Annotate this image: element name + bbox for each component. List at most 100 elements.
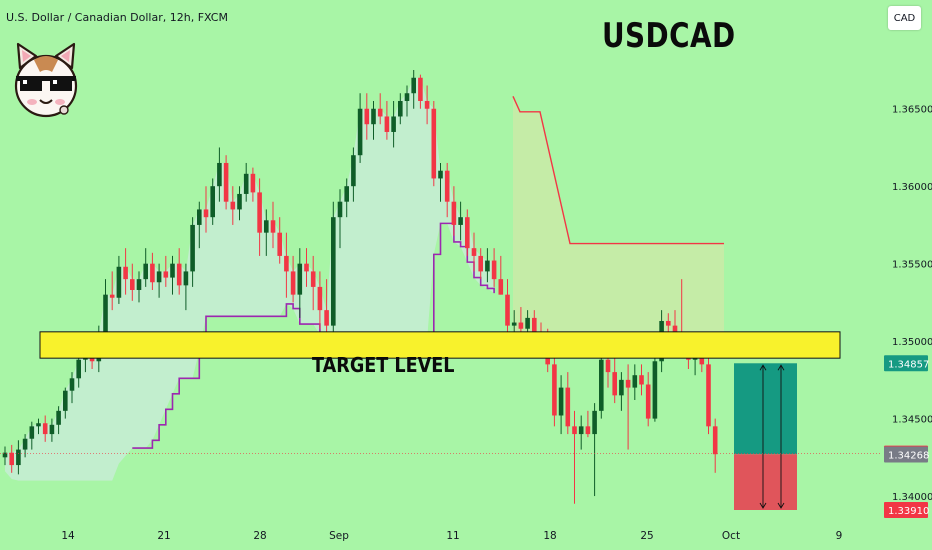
resistance-cloud [513, 96, 724, 334]
candle [176, 263, 182, 286]
candle [297, 263, 303, 295]
candle [56, 410, 61, 425]
candle [592, 410, 597, 435]
x-tick-label: 28 [253, 530, 266, 542]
candle [36, 423, 41, 427]
candle [625, 379, 631, 388]
candle [418, 77, 423, 101]
candle [605, 359, 611, 373]
candle [458, 217, 463, 225]
candle [49, 424, 55, 435]
candle [565, 387, 571, 427]
candle [22, 438, 28, 450]
candle [109, 294, 115, 298]
candle [498, 279, 504, 295]
candle [357, 108, 363, 156]
candle [511, 322, 517, 326]
candle [237, 193, 242, 210]
candle [317, 286, 323, 311]
candle [257, 192, 262, 233]
candle [411, 77, 416, 94]
candle [324, 310, 329, 326]
candle [438, 170, 443, 179]
arrow-up-icon [777, 364, 785, 371]
candle [518, 322, 524, 329]
candle [197, 209, 202, 225]
candle [431, 108, 437, 179]
x-tick-label: 18 [543, 530, 556, 542]
candle [404, 93, 410, 101]
target-level-label: TARGET LEVEL [312, 353, 455, 377]
candle [63, 390, 68, 411]
loss-zone [734, 454, 797, 510]
candle [290, 271, 296, 295]
price-tag [884, 446, 928, 463]
candle [384, 116, 390, 132]
x-tick-label: 11 [446, 530, 459, 542]
candle [76, 359, 81, 379]
candle [532, 317, 537, 334]
candle [465, 217, 470, 249]
arrow-down-icon [777, 502, 785, 509]
candle [190, 224, 195, 272]
candle [163, 271, 169, 278]
candle [310, 271, 316, 287]
candle [103, 294, 108, 334]
candle [632, 375, 638, 388]
candle [42, 423, 48, 435]
candle [136, 279, 142, 290]
candle [9, 452, 14, 466]
y-tick-label: 1.35500 [892, 260, 932, 271]
candle [572, 426, 577, 435]
target-zone [39, 331, 841, 359]
candle [666, 320, 671, 326]
candle [270, 220, 276, 233]
candle [585, 426, 591, 435]
candle [552, 364, 557, 416]
candle [170, 263, 175, 278]
candle [364, 108, 370, 125]
candle [304, 263, 309, 272]
currency-button[interactable]: CAD [888, 6, 921, 30]
candle [156, 271, 162, 283]
candle [639, 375, 644, 385]
y-tick-label: 1.34000 [892, 492, 932, 503]
candle [371, 108, 376, 125]
candle [451, 201, 457, 225]
candle [116, 266, 122, 298]
y-tick-label: 1.35000 [892, 337, 932, 348]
candle [143, 263, 148, 280]
candle [398, 100, 403, 117]
candle [485, 260, 490, 272]
x-tick-label: Sep [329, 530, 349, 542]
candle [217, 162, 222, 187]
candle [619, 379, 624, 396]
candle [525, 317, 530, 329]
resistance-stop-line [512, 96, 724, 245]
candle [29, 426, 35, 439]
candle [183, 271, 189, 286]
cat-avatar-icon [14, 42, 78, 118]
candle [284, 255, 289, 272]
price-tag-label: 1.33910 [888, 506, 929, 517]
trend-cloud [5, 77, 495, 481]
x-tick-label: 21 [157, 530, 170, 542]
candle [599, 359, 604, 411]
candle [578, 426, 584, 435]
candle [264, 220, 269, 233]
candle [230, 201, 236, 210]
candle [250, 173, 256, 193]
candle [391, 116, 396, 132]
candle [652, 361, 658, 419]
x-tick-label: Oct [722, 530, 740, 542]
y-tick-label: 1.36500 [892, 105, 932, 116]
candle [351, 155, 356, 187]
price-tag [884, 355, 928, 372]
candle [210, 186, 215, 218]
candle [645, 384, 651, 419]
candle [16, 449, 21, 466]
profit-zone [734, 363, 797, 455]
candle [2, 452, 8, 458]
candle [277, 232, 282, 256]
